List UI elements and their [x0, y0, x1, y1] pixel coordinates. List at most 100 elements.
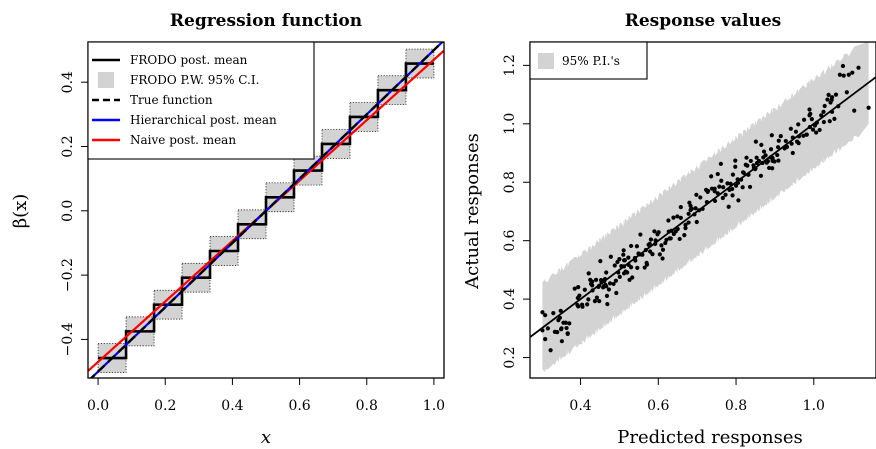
y-axis-label: Actual responses	[462, 133, 483, 290]
scatter-point	[564, 325, 569, 331]
scatter-point	[822, 103, 827, 109]
scatter-point	[545, 326, 550, 331]
scatter-point	[563, 320, 568, 325]
x-tick-label: 1.0	[803, 398, 825, 414]
x-axis-label: x	[261, 427, 271, 448]
scatter-point	[606, 287, 612, 292]
scatter-point	[790, 135, 795, 140]
scatter-point	[736, 198, 741, 203]
scatter-point	[793, 129, 799, 134]
x-tick-label: 0.0	[87, 398, 109, 414]
scatter-point	[784, 144, 790, 149]
scatter-point	[790, 150, 795, 156]
scatter-point	[733, 158, 738, 163]
y-tick-label: 0.4	[60, 71, 76, 93]
scatter-point	[705, 188, 711, 194]
scatter-point	[686, 220, 691, 225]
scatter-point	[543, 337, 548, 342]
scatter-point	[640, 252, 645, 257]
scatter-point	[559, 326, 564, 331]
scatter-point	[825, 97, 830, 102]
scatter-point	[669, 228, 674, 233]
scatter-point	[683, 222, 688, 228]
scatter-point	[635, 265, 640, 270]
x-tick-label: 0.2	[154, 398, 176, 414]
scatter-point	[721, 185, 726, 190]
scatter-point	[616, 270, 621, 275]
prediction-band	[542, 42, 869, 375]
scatter-point	[660, 247, 666, 252]
scatter-point	[666, 218, 671, 223]
scatter-point	[730, 172, 736, 177]
y-tick-label: 0.0	[60, 200, 76, 222]
scatter-point	[829, 95, 835, 100]
scatter-point	[836, 104, 841, 109]
scatter-point	[648, 237, 654, 242]
scatter-point	[725, 181, 730, 186]
scatter-point	[866, 105, 871, 110]
legend-label: True function	[130, 93, 213, 107]
y-axis-ticks: −0.4 −0.2 0.0 0.2 0.4	[60, 71, 88, 356]
scatter-point	[593, 277, 599, 282]
scatter-point	[625, 270, 630, 275]
scatter-point	[741, 170, 746, 175]
scatter-point	[607, 281, 613, 286]
scatter-point	[715, 191, 720, 196]
scatter-point	[642, 265, 647, 270]
y-tick-label: −0.2	[60, 258, 76, 292]
scatter-point	[852, 108, 857, 113]
x-tick-label: 0.4	[569, 398, 591, 414]
scatter-point	[608, 254, 613, 259]
scatter-point	[630, 275, 635, 280]
prediction-band-layer	[542, 42, 869, 375]
scatter-point	[740, 185, 745, 190]
scatter-point	[754, 155, 759, 160]
scatter-point	[761, 149, 767, 154]
scatter-point	[598, 259, 603, 264]
scatter-point	[638, 232, 643, 237]
y-tick-label: 1.0	[502, 113, 518, 135]
y-axis-ticks: 0.2 0.4 0.6 0.8 1.0 1.2	[502, 54, 530, 369]
scatter-point	[594, 295, 599, 300]
y-tick-label: 0.8	[502, 171, 518, 193]
scatter-point	[846, 72, 851, 77]
scatter-point	[634, 244, 640, 249]
scatter-point	[586, 271, 591, 276]
scatter-point	[796, 140, 801, 146]
y-tick-label: −0.4	[60, 322, 76, 356]
scatter-point	[789, 141, 794, 146]
scatter-point	[626, 255, 631, 260]
scatter-point	[728, 181, 733, 186]
scatter-point	[694, 219, 699, 225]
x-tick-label: 0.4	[221, 398, 243, 414]
scatter-point	[604, 293, 610, 298]
scatter-point	[778, 133, 783, 139]
scatter-point	[621, 252, 626, 257]
scatter-point	[576, 304, 581, 309]
scatter-point	[718, 161, 723, 166]
scatter-point	[814, 120, 820, 125]
scatter-point	[582, 287, 587, 292]
scatter-point	[765, 159, 771, 164]
scatter-point	[644, 262, 650, 267]
scatter-point	[668, 236, 673, 241]
scatter-point	[551, 311, 556, 316]
plot-frame	[529, 41, 876, 379]
series-layer	[88, 42, 444, 378]
scatter-point	[733, 164, 738, 169]
scatter-point	[543, 313, 548, 318]
scatter-point	[657, 252, 662, 257]
scatter-point	[621, 248, 626, 253]
scatter-point	[686, 211, 691, 216]
scatter-point	[738, 177, 744, 182]
scatter-point	[844, 90, 849, 95]
scatter-point	[628, 243, 634, 249]
scatter-point	[730, 193, 735, 198]
scatter-point	[763, 153, 768, 158]
scatter-point	[675, 226, 680, 232]
scatter-point	[715, 171, 720, 177]
scatter-point	[611, 281, 616, 287]
scatter-point	[590, 283, 595, 288]
scatter-point	[614, 290, 619, 296]
scatter-point	[604, 284, 609, 289]
